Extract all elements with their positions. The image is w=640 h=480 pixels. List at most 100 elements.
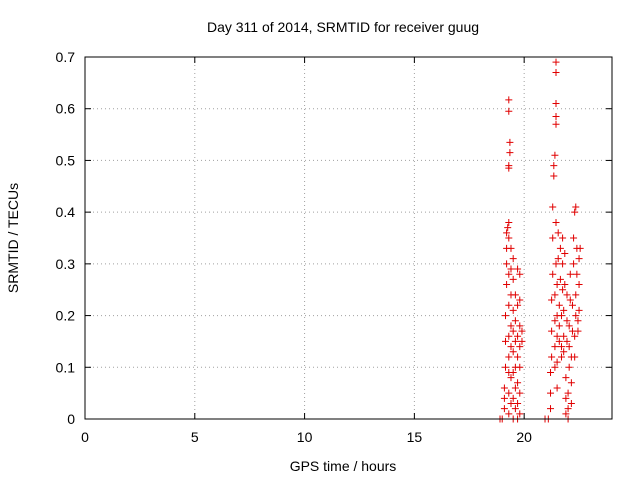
data-point bbox=[556, 275, 564, 283]
data-point bbox=[562, 374, 570, 382]
data-point bbox=[516, 363, 524, 371]
data-point bbox=[562, 410, 570, 418]
data-point bbox=[506, 149, 514, 157]
data-point bbox=[554, 255, 562, 263]
data-point bbox=[507, 244, 515, 252]
y-tick-label: 0.7 bbox=[56, 49, 76, 65]
data-point bbox=[556, 244, 564, 252]
data-point bbox=[505, 218, 513, 226]
data-point bbox=[507, 399, 515, 407]
data-point bbox=[505, 332, 513, 340]
data-point bbox=[551, 317, 559, 325]
x-tick-label: 10 bbox=[297, 429, 313, 445]
data-point bbox=[505, 389, 513, 397]
data-point bbox=[565, 363, 573, 371]
y-tick-label: 0 bbox=[67, 411, 75, 427]
data-point bbox=[560, 332, 568, 340]
data-point bbox=[567, 379, 575, 387]
data-point bbox=[503, 229, 511, 237]
data-point bbox=[509, 348, 517, 356]
data-point bbox=[547, 389, 555, 397]
data-point bbox=[575, 281, 583, 289]
data-point bbox=[552, 112, 560, 120]
x-tick-label: 0 bbox=[81, 429, 89, 445]
data-point bbox=[548, 327, 556, 335]
data-point bbox=[563, 337, 571, 345]
data-point bbox=[503, 281, 511, 289]
data-point bbox=[507, 374, 515, 382]
data-point bbox=[514, 353, 522, 361]
data-point bbox=[505, 162, 513, 170]
data-point bbox=[516, 270, 524, 278]
data-point bbox=[549, 203, 557, 211]
data-point bbox=[516, 389, 524, 397]
data-point bbox=[552, 120, 560, 128]
data-point bbox=[553, 281, 561, 289]
data-point bbox=[548, 353, 556, 361]
data-point bbox=[552, 100, 560, 108]
data-point bbox=[557, 353, 565, 361]
data-point bbox=[509, 275, 517, 283]
data-point bbox=[505, 234, 513, 242]
data-point bbox=[511, 384, 519, 392]
data-point bbox=[506, 138, 514, 146]
data-points bbox=[496, 58, 584, 423]
chart-title: Day 311 of 2014, SRMTID for receiver guu… bbox=[207, 19, 479, 35]
data-point bbox=[572, 291, 580, 299]
data-point bbox=[567, 399, 575, 407]
data-point bbox=[559, 260, 567, 268]
data-point bbox=[502, 337, 510, 345]
data-point bbox=[552, 260, 560, 268]
data-point bbox=[570, 260, 578, 268]
x-tick-label: 20 bbox=[516, 429, 532, 445]
data-point bbox=[518, 337, 526, 345]
data-point bbox=[511, 337, 519, 345]
plot-frame bbox=[84, 56, 613, 420]
data-point bbox=[500, 394, 508, 402]
data-point bbox=[564, 389, 572, 397]
data-point bbox=[571, 208, 579, 216]
data-point bbox=[575, 255, 583, 263]
data-point bbox=[505, 353, 513, 361]
data-point bbox=[504, 224, 512, 232]
data-point bbox=[553, 358, 561, 366]
data-point bbox=[566, 270, 574, 278]
data-point bbox=[516, 343, 524, 351]
data-point bbox=[557, 312, 565, 320]
data-point bbox=[500, 384, 508, 392]
data-point bbox=[509, 255, 517, 263]
data-point bbox=[514, 379, 522, 387]
data-point bbox=[503, 260, 511, 268]
data-point bbox=[550, 172, 558, 180]
data-point bbox=[511, 405, 519, 413]
x-tick-label: 15 bbox=[407, 429, 423, 445]
data-point bbox=[514, 265, 522, 273]
data-point bbox=[551, 151, 559, 159]
data-point bbox=[565, 343, 573, 351]
gridlines bbox=[85, 57, 612, 419]
y-tick-label: 0.6 bbox=[56, 101, 76, 117]
data-point bbox=[511, 317, 519, 325]
data-point bbox=[552, 69, 560, 77]
data-point bbox=[505, 270, 513, 278]
data-point bbox=[514, 332, 522, 340]
data-point bbox=[561, 281, 569, 289]
data-point bbox=[563, 317, 571, 325]
data-point bbox=[505, 301, 513, 309]
x-axis-label: GPS time / hours bbox=[290, 458, 397, 474]
data-point bbox=[547, 405, 555, 413]
data-point bbox=[551, 291, 559, 299]
data-point bbox=[555, 322, 563, 330]
data-point bbox=[553, 384, 561, 392]
data-point bbox=[549, 234, 557, 242]
data-point bbox=[502, 363, 510, 371]
data-point bbox=[514, 301, 522, 309]
data-point bbox=[507, 343, 515, 351]
data-point bbox=[571, 332, 579, 340]
data-point bbox=[562, 394, 570, 402]
data-point bbox=[552, 58, 560, 66]
data-point bbox=[576, 244, 584, 252]
data-point bbox=[564, 405, 572, 413]
data-point bbox=[500, 405, 508, 413]
